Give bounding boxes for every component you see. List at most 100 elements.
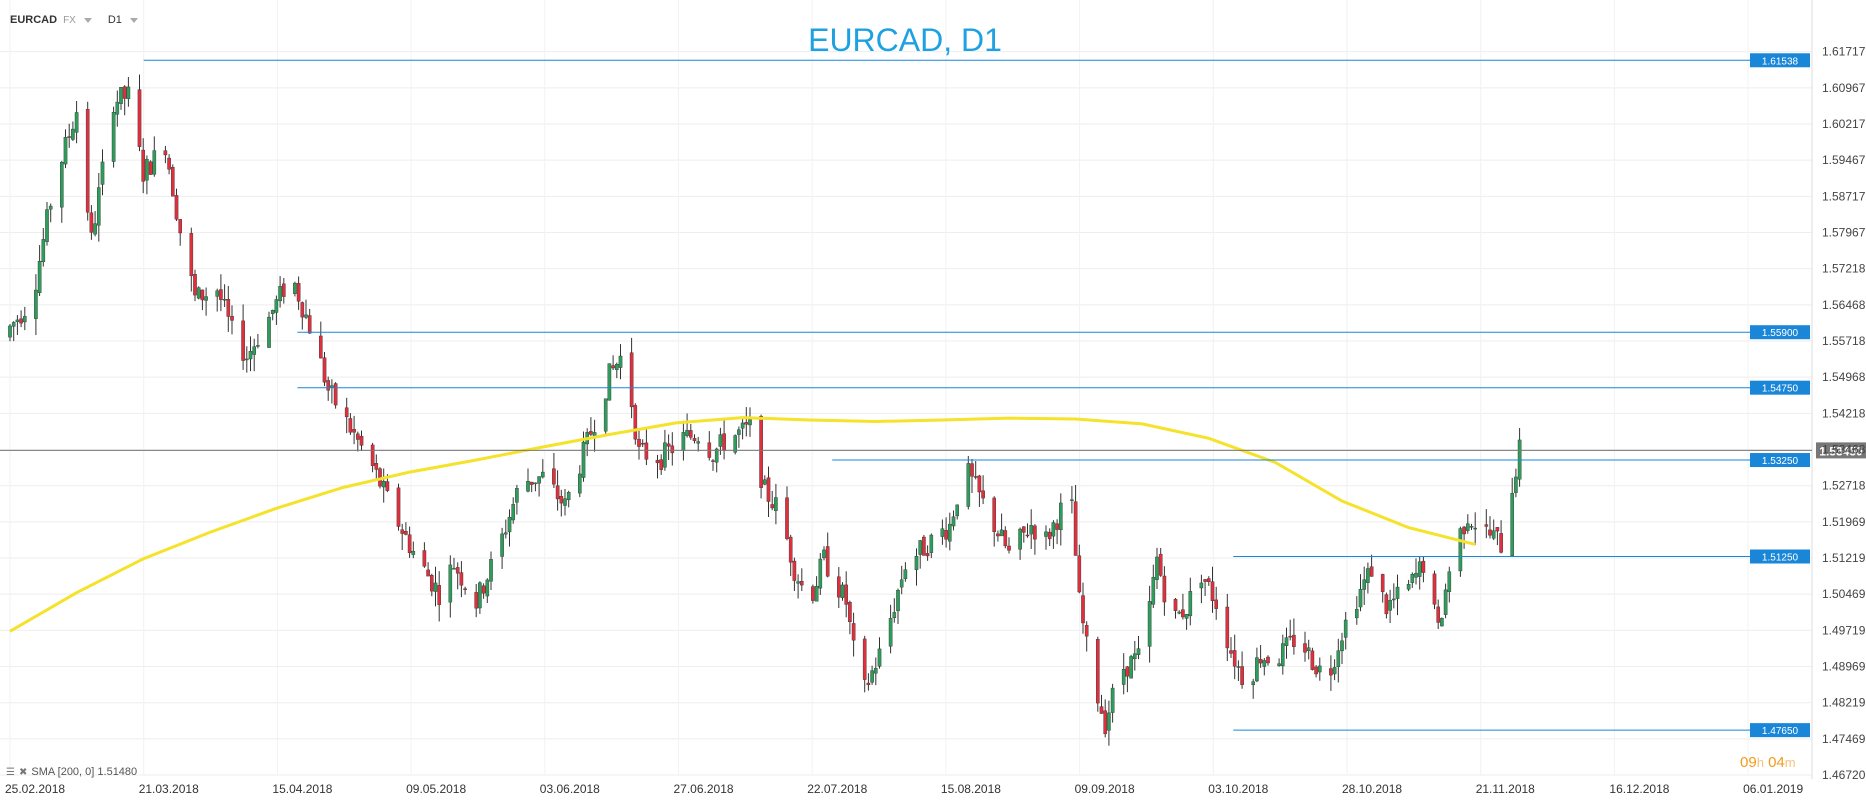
candle-bull xyxy=(1018,528,1022,550)
candle-bear xyxy=(1436,606,1440,623)
candle-bull xyxy=(892,612,897,619)
candle-bull xyxy=(145,159,149,181)
y-tick-label: 1.53468 xyxy=(1822,443,1866,457)
candle-bear xyxy=(200,289,205,301)
candle-bull xyxy=(1129,656,1133,679)
candle-bear xyxy=(1380,574,1385,593)
candle-bull xyxy=(433,582,438,592)
candle-bull xyxy=(1121,668,1126,685)
candle-bull xyxy=(1280,643,1285,667)
candle-bear xyxy=(825,546,830,577)
chart-title: EURCAD, D1 xyxy=(808,22,1002,58)
y-tick-label: 1.60217 xyxy=(1822,117,1866,131)
candle-bull xyxy=(1514,476,1518,493)
candle-bear xyxy=(689,430,693,438)
candle-bear xyxy=(189,233,194,277)
candle-bear xyxy=(1162,575,1167,603)
candle-bear xyxy=(611,365,615,369)
candle-bull xyxy=(740,422,745,429)
candle-bear xyxy=(385,481,390,491)
candle-bear xyxy=(759,415,763,488)
candle-bull xyxy=(1184,614,1189,619)
candle-bull xyxy=(1317,665,1322,673)
candle-bull xyxy=(618,355,623,368)
candle-bear xyxy=(89,212,94,233)
candle-bear xyxy=(644,442,649,460)
y-tick-label: 1.57967 xyxy=(1822,226,1866,240)
candle-bear xyxy=(800,580,804,586)
candle-bull xyxy=(1358,588,1363,608)
candle-bear xyxy=(426,569,430,577)
candle-bear xyxy=(481,585,486,594)
y-tick-label: 1.52718 xyxy=(1822,479,1866,493)
sma-legend: ☰ ✖ SMA [200, 0] 1.51480 xyxy=(6,766,137,778)
timeframe-dropdown-icon[interactable] xyxy=(129,17,138,23)
level-label: 1.55900 xyxy=(1762,328,1799,339)
candle-bull xyxy=(1177,611,1181,614)
x-tick-label: 06.01.2019 xyxy=(1743,782,1803,796)
candle-bull xyxy=(940,528,945,537)
candle-bull xyxy=(1447,571,1452,592)
candle-bear xyxy=(137,89,142,147)
candle-bull xyxy=(1070,499,1074,501)
candle-bear xyxy=(1077,555,1082,593)
candle-bull xyxy=(1262,660,1267,667)
candle-bear xyxy=(1033,525,1037,540)
x-tick-label: 15.04.2018 xyxy=(272,782,332,796)
candle-bear xyxy=(666,443,671,447)
market-dropdown-icon[interactable] xyxy=(83,17,92,23)
candle-bull xyxy=(152,150,157,175)
candle-bull xyxy=(714,448,719,463)
candle-bull xyxy=(381,481,386,488)
timeframe-selector[interactable]: D1 xyxy=(107,14,122,26)
candle-bear xyxy=(1047,531,1052,540)
candle-bear xyxy=(973,476,978,478)
candle-bull xyxy=(215,290,220,297)
candle-bull xyxy=(485,579,490,597)
candle-bull xyxy=(504,532,508,535)
sma-line xyxy=(9,416,1476,633)
candle-bear xyxy=(1214,599,1218,609)
candle-bear xyxy=(1158,553,1163,576)
candle-bull xyxy=(111,111,116,162)
level-label: 1.53250 xyxy=(1762,456,1799,467)
candle-bull xyxy=(23,316,27,323)
close-icon[interactable]: ✖ xyxy=(18,766,28,778)
candle-bull xyxy=(818,558,823,589)
candle-bull xyxy=(1491,530,1496,539)
candle-bear xyxy=(1292,634,1296,647)
price-axis[interactable]: 1.61717 1.60967 1.60217 1.59467 1.58717 1.579… xyxy=(1822,45,1866,782)
candle-bear xyxy=(230,315,234,321)
candle-bear xyxy=(770,504,774,509)
candle-bear xyxy=(430,575,434,592)
candle-bear xyxy=(370,444,375,466)
candle-bull xyxy=(533,482,538,485)
candle-bull xyxy=(204,296,208,301)
level-tag xyxy=(1750,325,1810,340)
candle-bull xyxy=(914,556,919,570)
candle-bear xyxy=(925,553,930,557)
candle-bull xyxy=(696,441,700,444)
candle-bull xyxy=(1410,573,1415,584)
candle-bull xyxy=(1132,653,1137,660)
candle-bear xyxy=(555,485,560,500)
level-tag xyxy=(1750,549,1810,564)
candle-bull xyxy=(15,319,20,322)
candle-bear xyxy=(589,431,593,435)
candle-bear xyxy=(992,497,996,533)
horizontal-levels: 1.61538 1.55900 1.54750 1.53250 1.51250 1.476… xyxy=(0,53,1866,738)
candle-bull xyxy=(537,476,541,484)
time-axis[interactable]: 25.02.2018 21.03.2018 15.04.2018 09.05.2018… xyxy=(5,782,1803,796)
candle-bull xyxy=(733,435,737,453)
y-tick-label: 1.60967 xyxy=(1822,81,1866,95)
symbol-selector[interactable]: EURCAD xyxy=(10,14,58,26)
candle-bull xyxy=(452,568,456,570)
y-tick-label: 1.54218 xyxy=(1822,406,1866,420)
candle-bull xyxy=(903,569,908,580)
candle-bear xyxy=(300,302,305,318)
candle-bull xyxy=(48,205,53,210)
candle-bull xyxy=(896,589,900,612)
candle-bear xyxy=(1099,706,1104,714)
settings-icon[interactable]: ☰ xyxy=(6,766,15,778)
